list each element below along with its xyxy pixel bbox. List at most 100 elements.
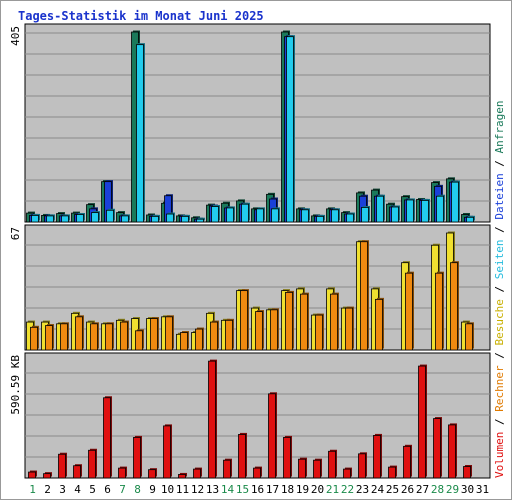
bar-volumen-day-16 <box>253 467 261 479</box>
bar-seiten-day-27 <box>421 200 429 223</box>
bar-rechner-day-24 <box>375 298 383 351</box>
bar-seiten-day-2 <box>46 215 54 223</box>
bar-volumen-day-5 <box>88 449 96 479</box>
day-label: 4 <box>74 483 81 496</box>
bar-seiten-day-10 <box>166 213 174 223</box>
bar-rechner-day-20 <box>315 314 323 351</box>
bar-seiten-day-17 <box>271 208 279 223</box>
bar-seiten-day-5 <box>91 212 99 223</box>
legend-item-volumen: Volumen <box>493 432 506 478</box>
bar-rechner-day-13 <box>210 321 218 351</box>
day-label: 16 <box>251 483 264 496</box>
day-label: 2 <box>44 483 51 496</box>
day-label: 31 <box>476 483 489 496</box>
bar-rechner-day-28 <box>435 272 443 351</box>
bar-volumen-day-7 <box>118 467 126 479</box>
bar-rechner-day-17 <box>270 309 278 351</box>
bar-rechner-day-3 <box>60 323 68 351</box>
bar-volumen-day-4 <box>73 465 81 479</box>
legend-item-besuche: Besuche <box>493 299 506 345</box>
bar-volumen-day-13 <box>208 360 216 479</box>
day-label: 18 <box>281 483 294 496</box>
legend-separator: / <box>493 220 506 240</box>
day-label: 25 <box>386 483 399 496</box>
bar-seiten-day-6 <box>106 209 114 223</box>
bar-seiten-day-23 <box>361 207 369 223</box>
axis-max-label: 405 <box>9 26 22 46</box>
bar-volumen-day-27 <box>418 365 426 479</box>
bar-rechner-day-21 <box>330 293 338 351</box>
bar-rechner-day-4 <box>75 316 83 351</box>
bar-rechner-day-23 <box>360 241 368 351</box>
bar-seiten-day-1 <box>31 215 39 223</box>
bar-volumen-day-1 <box>28 471 36 479</box>
bar-rechner-day-1 <box>30 326 38 351</box>
bar-seiten-day-15 <box>241 203 249 223</box>
day-label: 14 <box>221 483 235 496</box>
bar-seiten-day-18 <box>286 36 294 223</box>
bar-seiten-day-9 <box>151 215 159 223</box>
bar-rechner-day-12 <box>195 328 203 351</box>
day-label: 28 <box>431 483 444 496</box>
bar-seiten-day-13 <box>211 206 219 223</box>
day-label: 1 <box>29 483 36 496</box>
bar-seiten-day-3 <box>61 215 69 223</box>
bar-volumen-day-21 <box>328 450 336 479</box>
bar-rechner-day-18 <box>285 291 293 351</box>
bar-rechner-day-9 <box>150 318 158 351</box>
bar-volumen-day-10 <box>163 425 171 479</box>
bar-seiten-day-16 <box>256 208 264 223</box>
bar-volumen-day-20 <box>313 459 321 479</box>
panel-top: 405 <box>9 23 491 223</box>
day-label: 3 <box>59 483 66 496</box>
legend-item-dateien: Dateien <box>493 173 506 219</box>
legend-separator: / <box>493 346 506 366</box>
bar-volumen-day-17 <box>268 393 276 479</box>
bar-seiten-day-8 <box>136 44 144 223</box>
bar-volumen-day-6 <box>103 397 111 479</box>
bar-volumen-day-12 <box>193 468 201 479</box>
day-label: 12 <box>191 483 204 496</box>
bar-seiten-day-22 <box>346 213 354 223</box>
day-label: 29 <box>446 483 459 496</box>
axis-max-label: 67 <box>9 227 22 240</box>
bar-volumen-day-14 <box>223 459 231 479</box>
bar-volumen-day-3 <box>58 453 66 479</box>
bar-volumen-day-2 <box>43 473 51 479</box>
bar-seiten-day-24 <box>376 195 384 223</box>
bar-seiten-day-7 <box>121 215 129 223</box>
day-label: 10 <box>161 483 174 496</box>
bar-rechner-day-26 <box>405 272 413 351</box>
bar-volumen-day-23 <box>358 453 366 479</box>
day-label: 19 <box>296 483 309 496</box>
day-label: 20 <box>311 483 324 496</box>
bar-seiten-day-28 <box>436 195 444 223</box>
bar-rechner-day-22 <box>345 307 353 351</box>
day-label: 22 <box>341 483 354 496</box>
chart-title: Tages-Statistik im Monat Juni 2025 <box>18 9 264 23</box>
day-label: 7 <box>119 483 126 496</box>
day-label: 8 <box>134 483 141 496</box>
day-label: 23 <box>356 483 369 496</box>
bar-seiten-day-21 <box>331 209 339 223</box>
axis-max-label: 590.59 KB <box>9 355 22 415</box>
bar-seiten-day-11 <box>181 215 189 223</box>
day-labels: 1 2 3 4 5 6 7 8 9 10 11 12 13 14 15 16 17 18 19 20 21 22 23 24 2… <box>29 483 489 496</box>
bar-seiten-day-20 <box>316 215 324 223</box>
bar-rechner-day-11 <box>180 332 188 351</box>
bar-rechner-day-16 <box>255 311 263 351</box>
legend-separator: / <box>493 279 506 299</box>
bar-seiten-day-30 <box>466 216 474 223</box>
legend-item-seiten: Seiten <box>493 240 506 280</box>
bar-seiten-day-19 <box>301 209 309 223</box>
bar-volumen-day-18 <box>283 436 291 479</box>
panel-bottom: 590.59 KB <box>9 352 491 479</box>
panel-middle: 67 <box>9 224 491 351</box>
day-label: 15 <box>236 483 249 496</box>
legend-separator: / <box>493 153 506 173</box>
day-label: 6 <box>104 483 111 496</box>
day-label: 24 <box>371 483 385 496</box>
bar-volumen-day-29 <box>448 424 456 479</box>
day-label: 13 <box>206 483 219 496</box>
